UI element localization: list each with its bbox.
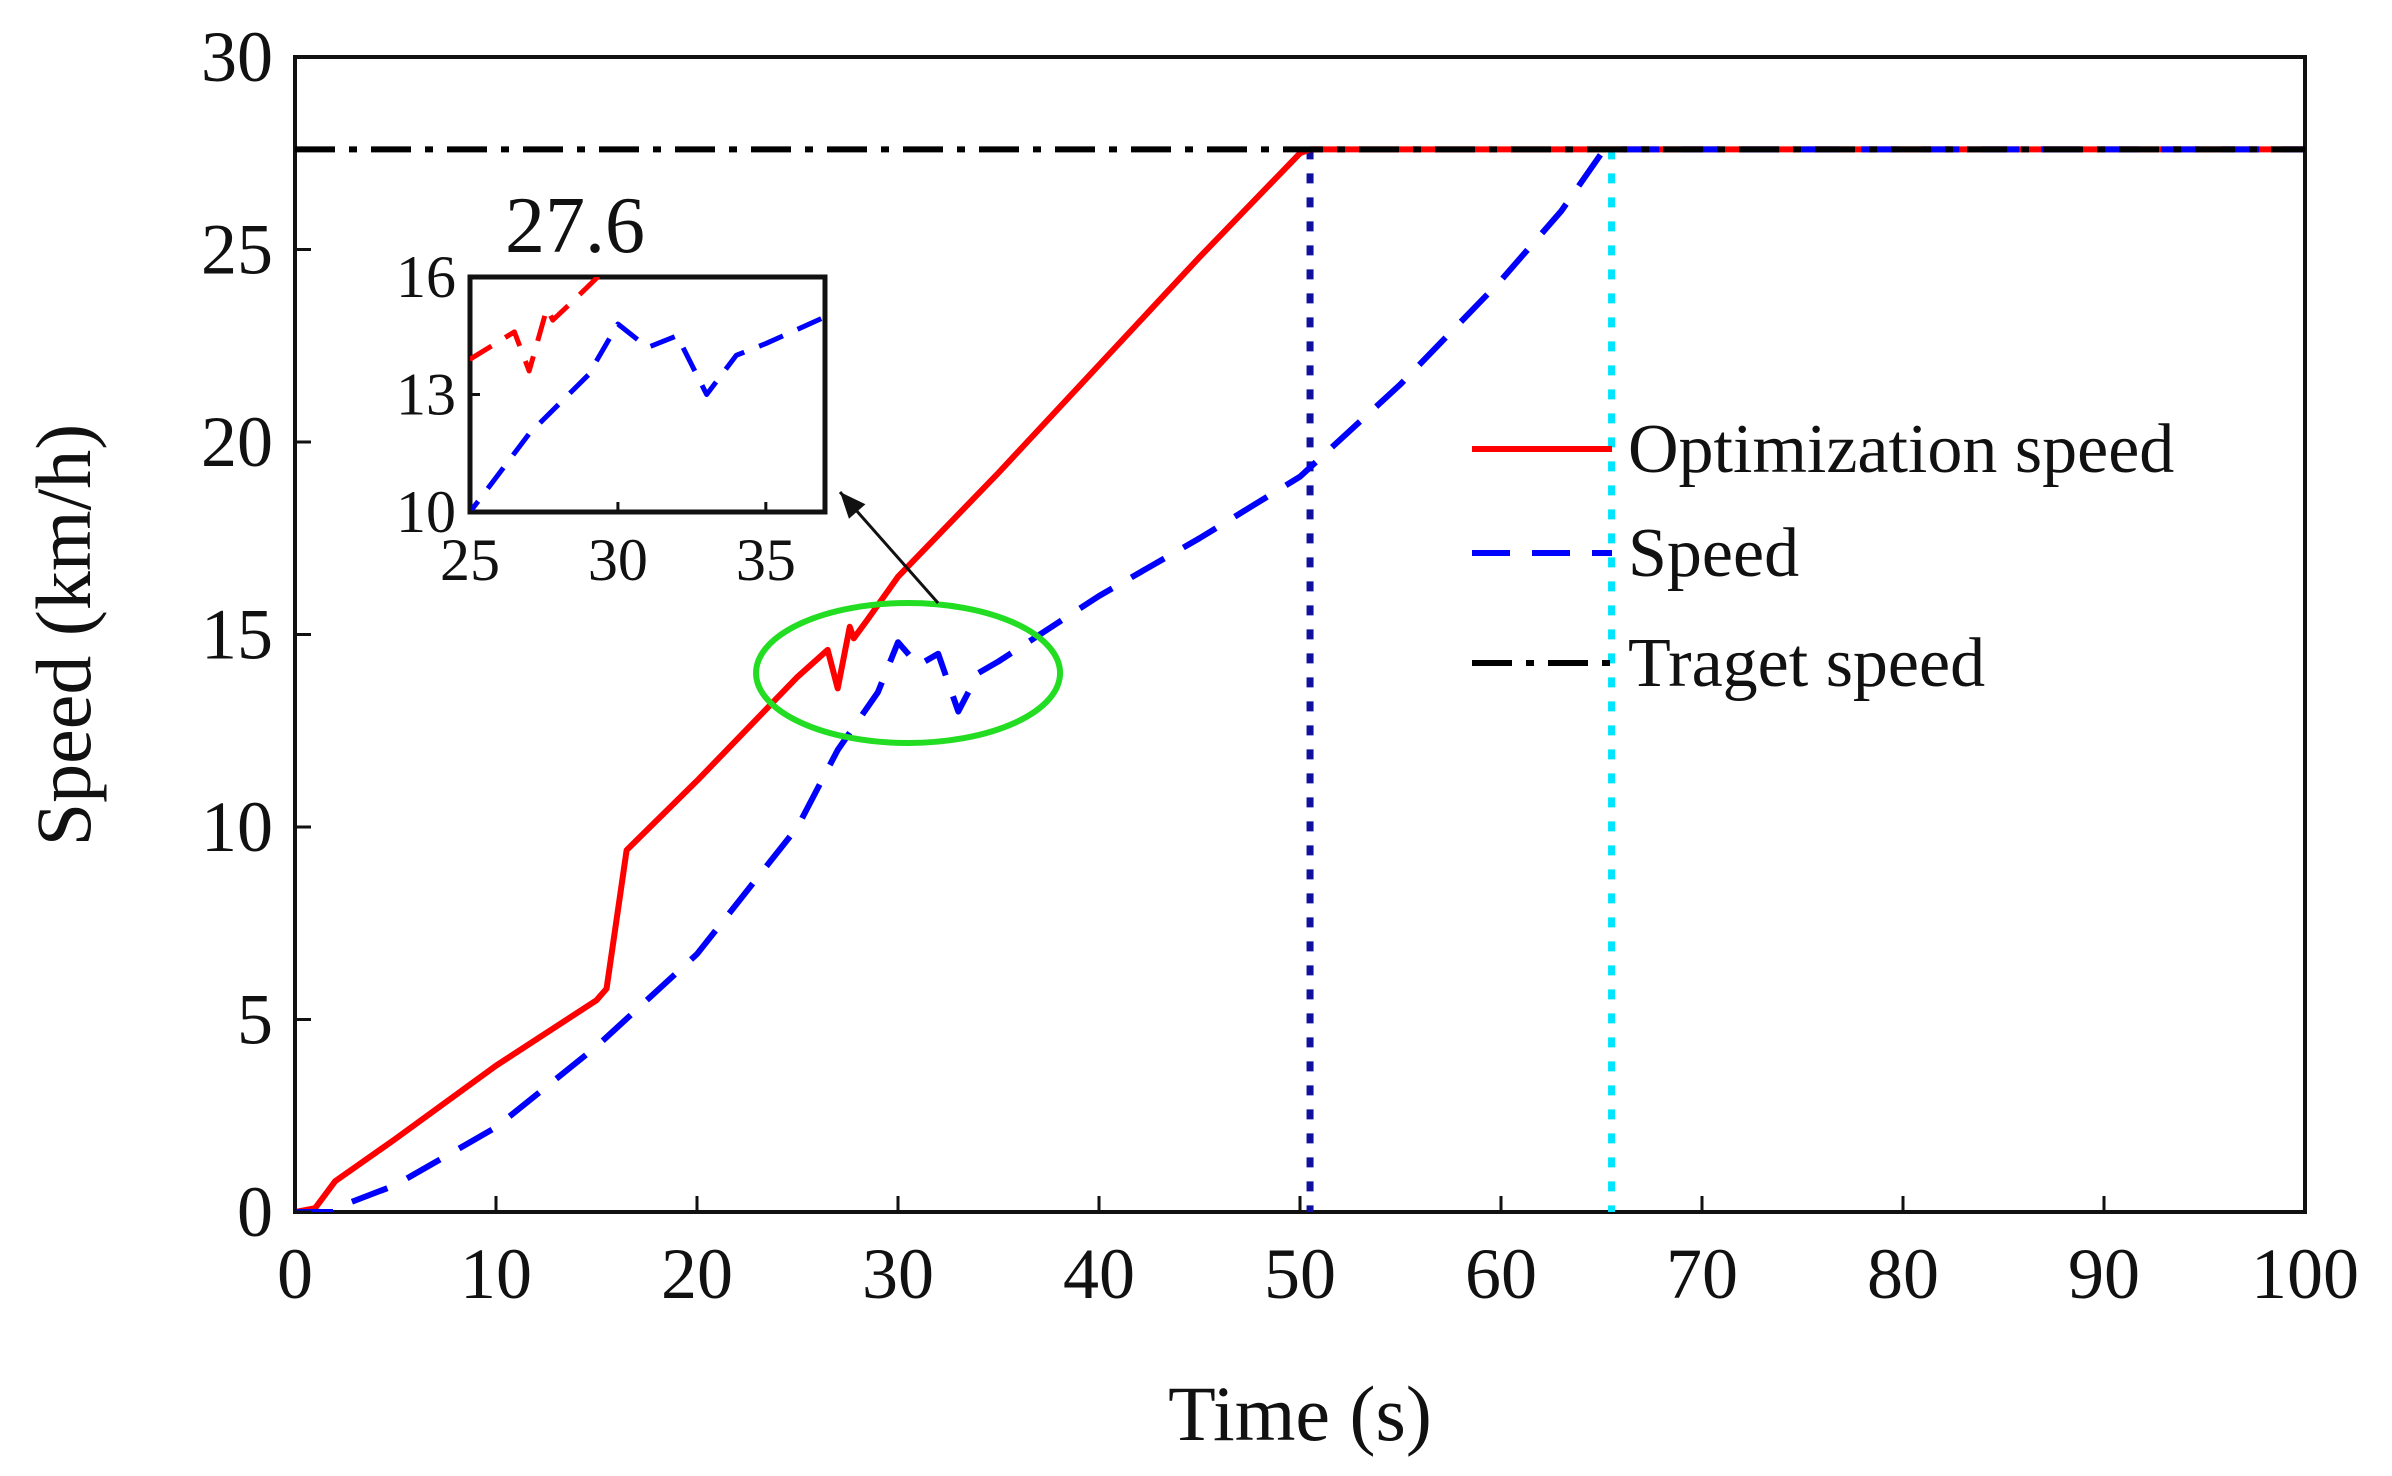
x-tick-label: 10 [460,1234,532,1314]
x-tick-label: 30 [862,1234,934,1314]
inset-x-tick-label: 25 [440,527,500,593]
x-tick-label: 60 [1465,1234,1537,1314]
x-tick-label: 70 [1666,1234,1738,1314]
x-tick-label: 100 [2251,1234,2359,1314]
legend-label-target-speed: Traget speed [1628,625,1985,702]
y-tick-label: 5 [237,980,273,1060]
inset-frame [467,274,828,515]
inset-x-tick-label: 35 [736,527,796,593]
y-tick-label: 10 [201,787,273,867]
inset-series-line-0 [470,277,602,374]
y-axis-title: Speed (km/h) [20,424,107,846]
inset-x-tick-label: 30 [588,527,648,593]
x-tick-label: 90 [2068,1234,2140,1314]
x-tick-label: 40 [1063,1234,1135,1314]
y-tick-label: 15 [201,595,273,675]
legend-label-speed: Speed [1628,515,1799,592]
inset-y-tick-label: 13 [396,362,456,428]
legend: Optimization speed Speed Traget speed [1472,411,2174,702]
x-tick-label: 20 [661,1234,733,1314]
inset-y-tick-label: 10 [396,479,456,545]
highlight-ellipse [753,600,1064,746]
target-speed-annotation: 27.6 [505,182,645,270]
y-tick-label: 30 [201,17,273,97]
y-tick-label: 25 [201,210,273,290]
callout-arrow-head [840,492,866,519]
x-tick-label: 50 [1264,1234,1336,1314]
x-tick-label: 0 [277,1234,313,1314]
inset-y-tick-label: 16 [396,244,456,310]
legend-label-optimization-speed: Optimization speed [1628,411,2174,488]
y-tick-label: 0 [237,1172,273,1252]
x-axis-title: Time (s) [1168,1370,1432,1457]
x-tick-label: 80 [1867,1234,1939,1314]
series-line-speed [295,146,2305,1212]
y-tick-label: 20 [201,402,273,482]
